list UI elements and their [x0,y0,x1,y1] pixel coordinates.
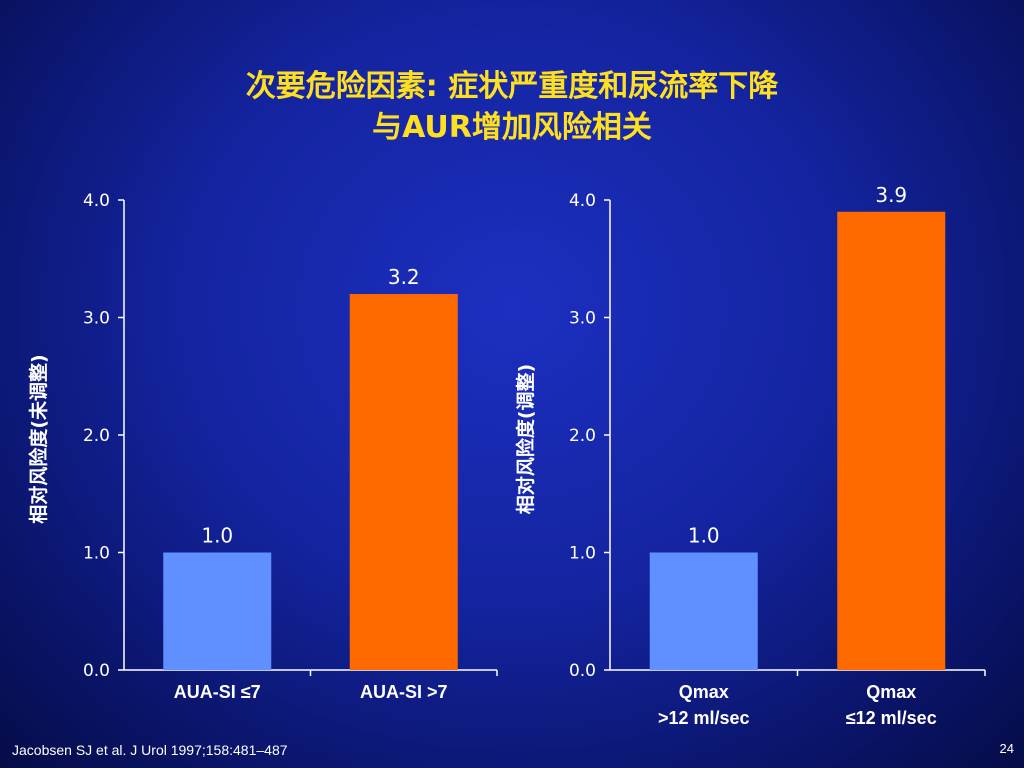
left-bar-1 [163,552,272,670]
left-category-label-1: AUA-SI ≤7 [174,682,261,702]
right-bar-2 [837,211,946,670]
right-bar-1 [649,552,758,670]
right-category-label-1: >12 ml/sec [658,708,750,728]
left-y-tick-label: 2.0 [83,426,110,446]
right-data-label-2: 3.9 [875,183,907,207]
citation: Jacobsen SJ et al. J Urol 1997;158:481–4… [12,742,288,758]
right-y-tick-label: 2.0 [569,426,596,446]
left-y-tick-label: 3.0 [83,309,110,329]
right-y-tick-label: 4.0 [569,191,596,211]
right-y-axis-title: 相对风险度(调整) [514,364,537,514]
page-number: 24 [999,741,1014,756]
left-bar-2 [349,294,458,670]
left-data-label-2: 3.2 [388,265,420,289]
right-y-tick-label: 1.0 [569,544,596,564]
slide-title: 次要危险因素: 症状严重度和尿流率下降 与AUR增加风险相关 [0,66,1024,148]
right-category-label-2: ≤12 ml/sec [846,708,937,728]
slide-title-line-1: 次要危险因素: 症状严重度和尿流率下降 [245,69,779,104]
right-category-label-1: Qmax [679,682,729,702]
left-y-tick-label: 0.0 [83,661,110,681]
left-data-label-1: 1.0 [201,524,233,548]
right-data-label-1: 1.0 [688,524,720,548]
right-y-tick-label: 0.0 [569,661,596,681]
right-category-label-2: Qmax [866,682,916,702]
left-y-tick-label: 1.0 [83,544,110,564]
left-y-axis-title: 相对风险度(未调整) [27,354,50,523]
left-category-label-2: AUA-SI >7 [360,682,448,702]
slide-title-line-2: 与AUR增加风险相关 [372,110,652,145]
right-y-tick-label: 3.0 [569,309,596,329]
left-y-tick-label: 4.0 [83,191,110,211]
